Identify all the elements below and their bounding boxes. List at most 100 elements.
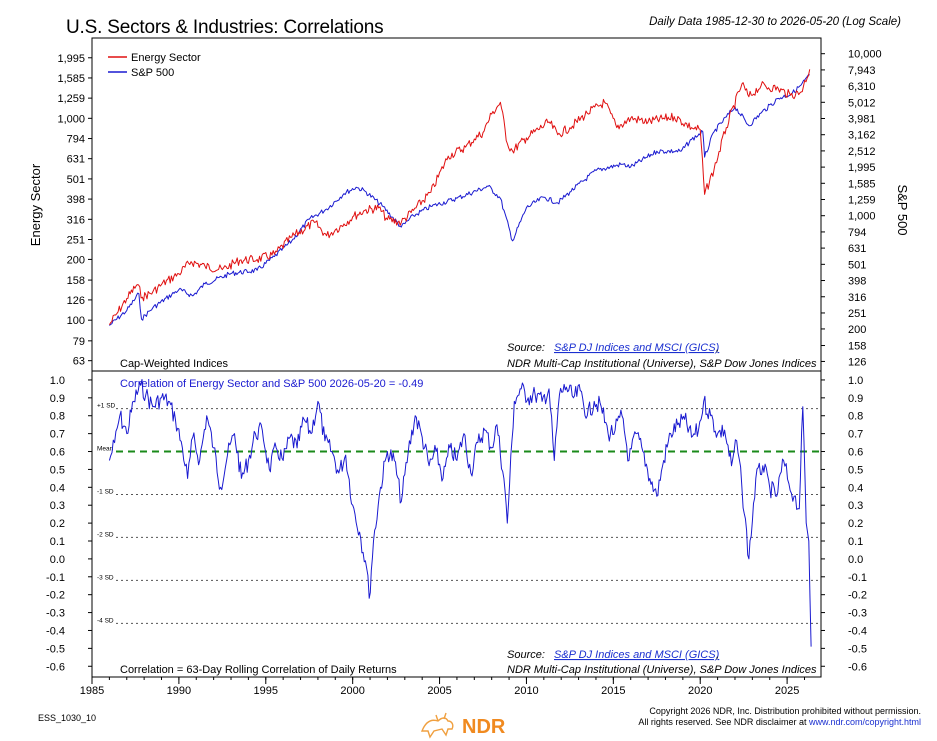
tick-label: 1,585	[848, 178, 876, 190]
x-tick-label: 1985	[80, 685, 104, 697]
top-left-axis: 63 79 100 126 158 200 251 316 398 501 631 794 1,000 1…	[57, 53, 92, 368]
tick-label: 10,000	[848, 49, 882, 61]
tick-label: -0.5	[848, 643, 867, 655]
tick-label: -0.6	[848, 661, 867, 673]
tick-label: 0.2	[848, 518, 863, 530]
top-source-line2: NDR Multi-Cap Institutional (Universe), …	[507, 358, 817, 370]
top-right-axis: 126 158 200 251 316 398 501 631 794 1,000 1,259 1,5…	[821, 49, 882, 368]
sd-label: -2 SD	[97, 531, 114, 538]
chart-subtitle: Daily Data 1985-12-30 to 2026-05-20 (Log…	[649, 16, 901, 28]
tick-label: 251	[67, 234, 85, 246]
x-axis: 1985 1990 1995 2000 2005 2010 2015 2020 2025	[80, 677, 805, 697]
tick-label: 200	[848, 324, 866, 336]
bottom-note: Correlation = 63-Day Rolling Correlation…	[120, 664, 397, 676]
correlation-title: Correlation of Energy Sector and S&P 500…	[120, 378, 423, 390]
tick-label: 1.0	[50, 375, 65, 387]
bull-icon	[420, 712, 454, 739]
tick-label: 0.4	[50, 482, 65, 494]
tick-label: 158	[67, 275, 85, 287]
tick-label: 1.0	[848, 375, 863, 387]
tick-label: 158	[848, 341, 866, 353]
sd-label: -1 SD	[97, 488, 114, 495]
tick-label: 0.4	[848, 482, 863, 494]
ndr-logo: NDR	[420, 712, 506, 739]
tick-label: 63	[73, 356, 85, 368]
tick-label: 0.0	[50, 554, 65, 566]
tick-label: 1,259	[848, 194, 876, 206]
bottom-source-label: Source:	[507, 649, 545, 661]
tick-label: -0.4	[848, 625, 867, 637]
tick-label: 0.1	[848, 536, 863, 548]
copyright-line1: Copyright 2026 NDR, Inc. Distribution pr…	[649, 706, 921, 716]
x-tick-label: 2000	[340, 685, 364, 697]
tick-label: 0.7	[848, 429, 863, 441]
top-note: Cap-Weighted Indices	[120, 358, 229, 370]
legend-label-sp500: S&P 500	[131, 67, 174, 79]
tick-label: -0.3	[848, 608, 867, 620]
tick-label: 0.2	[50, 518, 65, 530]
tick-label: 2,512	[848, 146, 876, 158]
logo-text: NDR	[462, 716, 506, 738]
chart-id: ESS_1030_10	[38, 713, 97, 723]
tick-label: -0.1	[46, 572, 65, 584]
tick-label: 1,995	[848, 162, 876, 174]
tick-label: 1,995	[57, 53, 85, 65]
tick-label: 100	[67, 315, 85, 327]
x-tick-label: 1990	[167, 685, 191, 697]
series-line-correlation	[108, 379, 812, 647]
series-line-energy	[108, 69, 811, 325]
series-layer	[108, 69, 812, 647]
bottom-source-link[interactable]: S&P DJ Indices and MSCI (GICS)	[554, 649, 720, 661]
tick-label: 7,943	[848, 65, 876, 77]
tick-label: 126	[67, 295, 85, 307]
x-tick-label: 2025	[775, 685, 799, 697]
tick-label: 0.8	[50, 411, 65, 423]
bottom-source-comma: ,	[716, 649, 719, 661]
tick-label: 126	[848, 356, 866, 368]
copyright-link[interactable]: www.ndr.com/copyright.html	[808, 717, 921, 727]
x-tick-label: 2015	[601, 685, 625, 697]
tick-label: -0.6	[46, 661, 65, 673]
top-source-label: Source:	[507, 342, 545, 354]
top-source-comma: ,	[716, 342, 719, 354]
tick-label: 0.8	[848, 411, 863, 423]
tick-label: -0.2	[848, 590, 867, 602]
tick-label: 0.9	[848, 393, 863, 405]
top-source-link[interactable]: S&P DJ Indices and MSCI (GICS)	[554, 342, 720, 354]
sd-reference-lines: +1 SD Mean -1 SD -2 SD -3 SD -4 SD	[97, 403, 819, 624]
tick-label: 0.6	[50, 447, 65, 459]
sd-label: +1 SD	[97, 403, 116, 410]
tick-label: -0.4	[46, 625, 65, 637]
tick-label: 0.5	[50, 464, 65, 476]
tick-label: 79	[73, 336, 85, 348]
bottom-right-axis: 1.0 0.9 0.8 0.7 0.6 0.5 0.4 0.3 0.2 0.1 0.0 -0.1 -0.…	[821, 375, 867, 673]
tick-label: 631	[67, 154, 85, 166]
tick-label: -0.1	[848, 572, 867, 584]
tick-label: 251	[848, 308, 866, 320]
x-tick-label: 1995	[254, 685, 278, 697]
x-tick-label: 2010	[514, 685, 538, 697]
tick-label: 0.1	[50, 536, 65, 548]
series-line-sp500	[109, 74, 810, 326]
tick-label: 1,000	[57, 113, 85, 125]
y-axis-label-left: Energy Sector	[28, 163, 43, 246]
tick-label: 3,981	[848, 114, 876, 126]
tick-label: 631	[848, 243, 866, 255]
tick-label: 1,000	[848, 211, 876, 223]
sd-label: -4 SD	[97, 617, 114, 624]
tick-label: 316	[67, 214, 85, 226]
tick-label: -0.5	[46, 643, 65, 655]
tick-label: 6,310	[848, 81, 876, 93]
tick-label: 0.0	[848, 554, 863, 566]
tick-label: 0.3	[848, 500, 863, 512]
tick-label: 0.7	[50, 429, 65, 441]
page-title: U.S. Sectors & Industries: Correlations	[66, 17, 384, 38]
tick-label: 0.9	[50, 393, 65, 405]
legend-label-energy: Energy Sector	[131, 52, 201, 64]
tick-label: 1,585	[57, 73, 85, 85]
tick-label: 794	[848, 227, 866, 239]
bottom-source-line2: NDR Multi-Cap Institutional (Universe), …	[507, 664, 817, 676]
tick-label: 1,259	[57, 93, 85, 105]
tick-label: 3,162	[848, 130, 876, 142]
tick-label: 501	[848, 259, 866, 271]
